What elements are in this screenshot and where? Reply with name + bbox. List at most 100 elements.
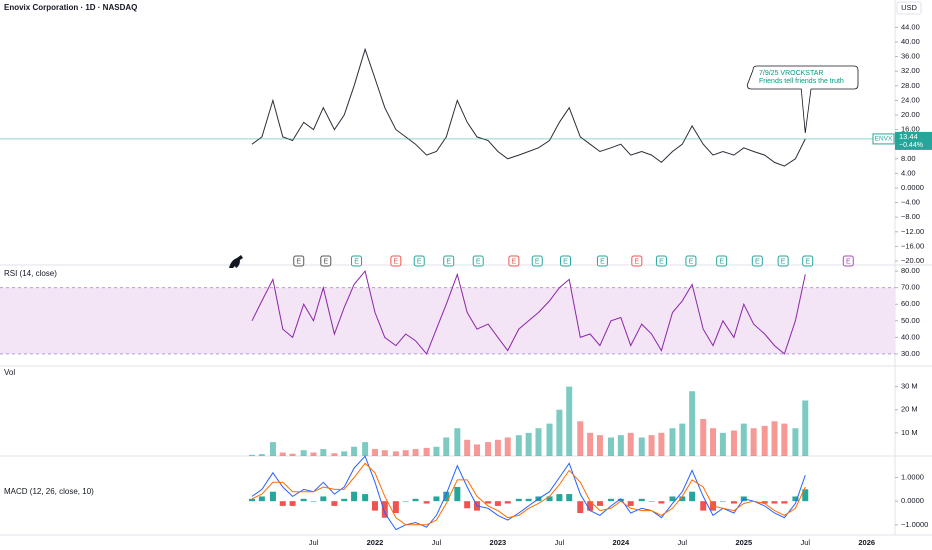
y-tick-label: −1.0000 [901, 520, 928, 529]
volume-bar [485, 442, 492, 456]
y-tick-label: 36.00 [901, 52, 920, 61]
histogram-bar [792, 496, 799, 502]
volume-bar [608, 437, 615, 456]
earnings-label: E [512, 258, 517, 265]
earnings-label: E [719, 258, 724, 265]
y-tick-label: 30 M [901, 382, 918, 391]
x-tick-label: 2026 [858, 538, 875, 547]
indicator-line [251, 270, 806, 355]
volume-bar [566, 386, 573, 456]
histogram-bar [504, 501, 511, 504]
volume-bar [535, 428, 542, 456]
earnings-label: E [446, 258, 451, 265]
volume-bar [617, 435, 624, 456]
y-tick-label: 0.0000 [901, 496, 924, 505]
histogram-bar [596, 501, 603, 506]
earnings-label: E [296, 258, 301, 265]
earnings-label: E [755, 258, 760, 265]
histogram-bar [577, 501, 584, 514]
earnings-marker [777, 255, 789, 267]
volume-bar [258, 454, 265, 456]
volume-bar [289, 453, 296, 456]
volume-bar [679, 423, 686, 456]
volume-bar [300, 450, 307, 456]
x-tick-label: 2025 [735, 538, 752, 547]
rsi-band [0, 287, 895, 354]
price-tag [895, 131, 932, 150]
histogram-bar [351, 491, 358, 502]
volume-bar [331, 453, 338, 456]
earnings-label: E [563, 258, 568, 265]
y-tick-label: 8.00 [901, 154, 916, 163]
volume-bar [381, 450, 388, 456]
histogram-bar [617, 498, 624, 502]
earnings-marker [443, 255, 455, 267]
histogram-bar [627, 501, 634, 506]
y-tick-label: 1.0000 [901, 473, 924, 482]
x-tick-label: Jul [678, 538, 688, 547]
histogram-bar [648, 501, 655, 502]
y-tick-label: 70.00 [901, 283, 920, 292]
y-tick-label: 80.00 [901, 266, 920, 275]
y-tick-label: 40.00 [901, 332, 920, 341]
pane-title: RSI (14, close) [4, 269, 57, 278]
volume-bar [392, 451, 399, 456]
earnings-marker [390, 255, 402, 267]
volume-bar [648, 435, 655, 456]
histogram-bar [566, 494, 573, 502]
earnings-label: E [417, 258, 422, 265]
indicator-line [251, 462, 806, 526]
histogram-bar [341, 498, 348, 502]
volume-bar [494, 439, 501, 456]
x-tick-label: Jul [555, 538, 565, 547]
histogram-bar [771, 501, 778, 504]
volume-bar [792, 428, 799, 456]
volume-bar [269, 442, 276, 456]
logo [229, 255, 243, 268]
y-tick-label: 30.00 [901, 349, 920, 358]
currency-box[interactable] [896, 1, 922, 15]
earnings-label: E [689, 258, 694, 265]
earnings-marker [802, 255, 814, 267]
annotation-text: Friends tell friends the truth [759, 78, 844, 85]
histogram-bar [464, 501, 471, 509]
y-tick-label: 44.00 [901, 22, 920, 31]
histogram-bar [289, 501, 296, 506]
volume-bar [740, 423, 747, 456]
histogram-bar [258, 496, 265, 502]
earnings-marker [716, 255, 728, 267]
earnings-label: E [781, 258, 786, 265]
y-tick-label: −16.00 [901, 241, 924, 250]
price-line [251, 47, 806, 167]
x-tick-label: Jul [800, 538, 810, 547]
histogram-bar [279, 501, 286, 506]
earnings-label: E [659, 258, 664, 265]
y-tick-label: 24.00 [901, 95, 920, 104]
pane-title: Vol [4, 368, 15, 377]
volume-bar [362, 442, 369, 456]
x-tick-label: 2023 [490, 538, 507, 547]
volume-bar [504, 437, 511, 456]
pane-title: MACD (12, 26, close, 10) [4, 487, 94, 496]
earnings-marker [842, 255, 854, 267]
y-tick-label: 4.00 [901, 168, 916, 177]
histogram-bar [638, 498, 645, 502]
symbol-tag [872, 133, 895, 145]
currency: USD [901, 3, 917, 12]
histogram-bar [730, 501, 737, 504]
x-tick-label: 2024 [613, 538, 631, 547]
chart-title: Enovix Corporation · 1D · NASDAQ [4, 3, 137, 12]
volume-bar [669, 428, 676, 456]
indicator-line [251, 455, 806, 531]
volume-bar [750, 428, 757, 456]
histogram-bar [515, 498, 522, 502]
volume-bar [433, 446, 440, 456]
histogram-bar [658, 501, 665, 504]
x-tick-label: Jul [309, 538, 319, 547]
earnings-marker [596, 255, 608, 267]
volume-bar [320, 449, 327, 456]
y-tick-label: 32.00 [901, 66, 920, 75]
volume-bar [781, 423, 788, 456]
earnings-marker [531, 255, 543, 267]
